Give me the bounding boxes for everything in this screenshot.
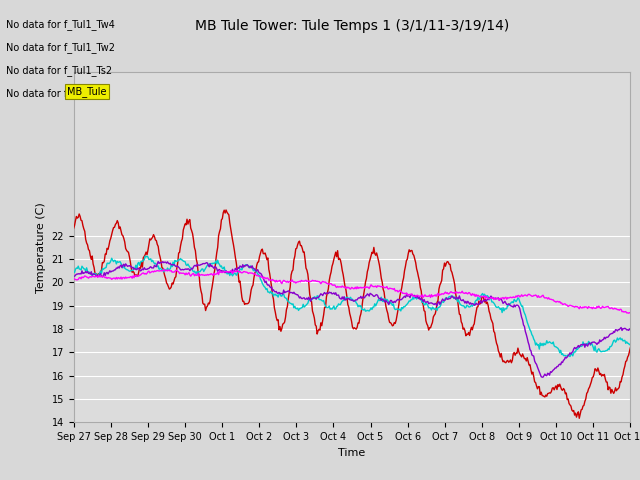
X-axis label: Time: Time bbox=[339, 448, 365, 457]
Text: No data for f_Tul1_Ts2: No data for f_Tul1_Ts2 bbox=[6, 65, 113, 76]
Text: MB Tule Tower: Tule Temps 1 (3/1/11-3/19/14): MB Tule Tower: Tule Temps 1 (3/1/11-3/19… bbox=[195, 19, 509, 33]
Text: MB_Tule: MB_Tule bbox=[67, 86, 107, 97]
Text: No data for f_Tul1_Tw2: No data for f_Tul1_Tw2 bbox=[6, 42, 115, 53]
Text: No data for f_Tul1_Ts: No data for f_Tul1_Ts bbox=[6, 88, 106, 99]
Y-axis label: Temperature (C): Temperature (C) bbox=[36, 202, 46, 293]
Text: No data for f_Tul1_Tw4: No data for f_Tul1_Tw4 bbox=[6, 19, 115, 30]
